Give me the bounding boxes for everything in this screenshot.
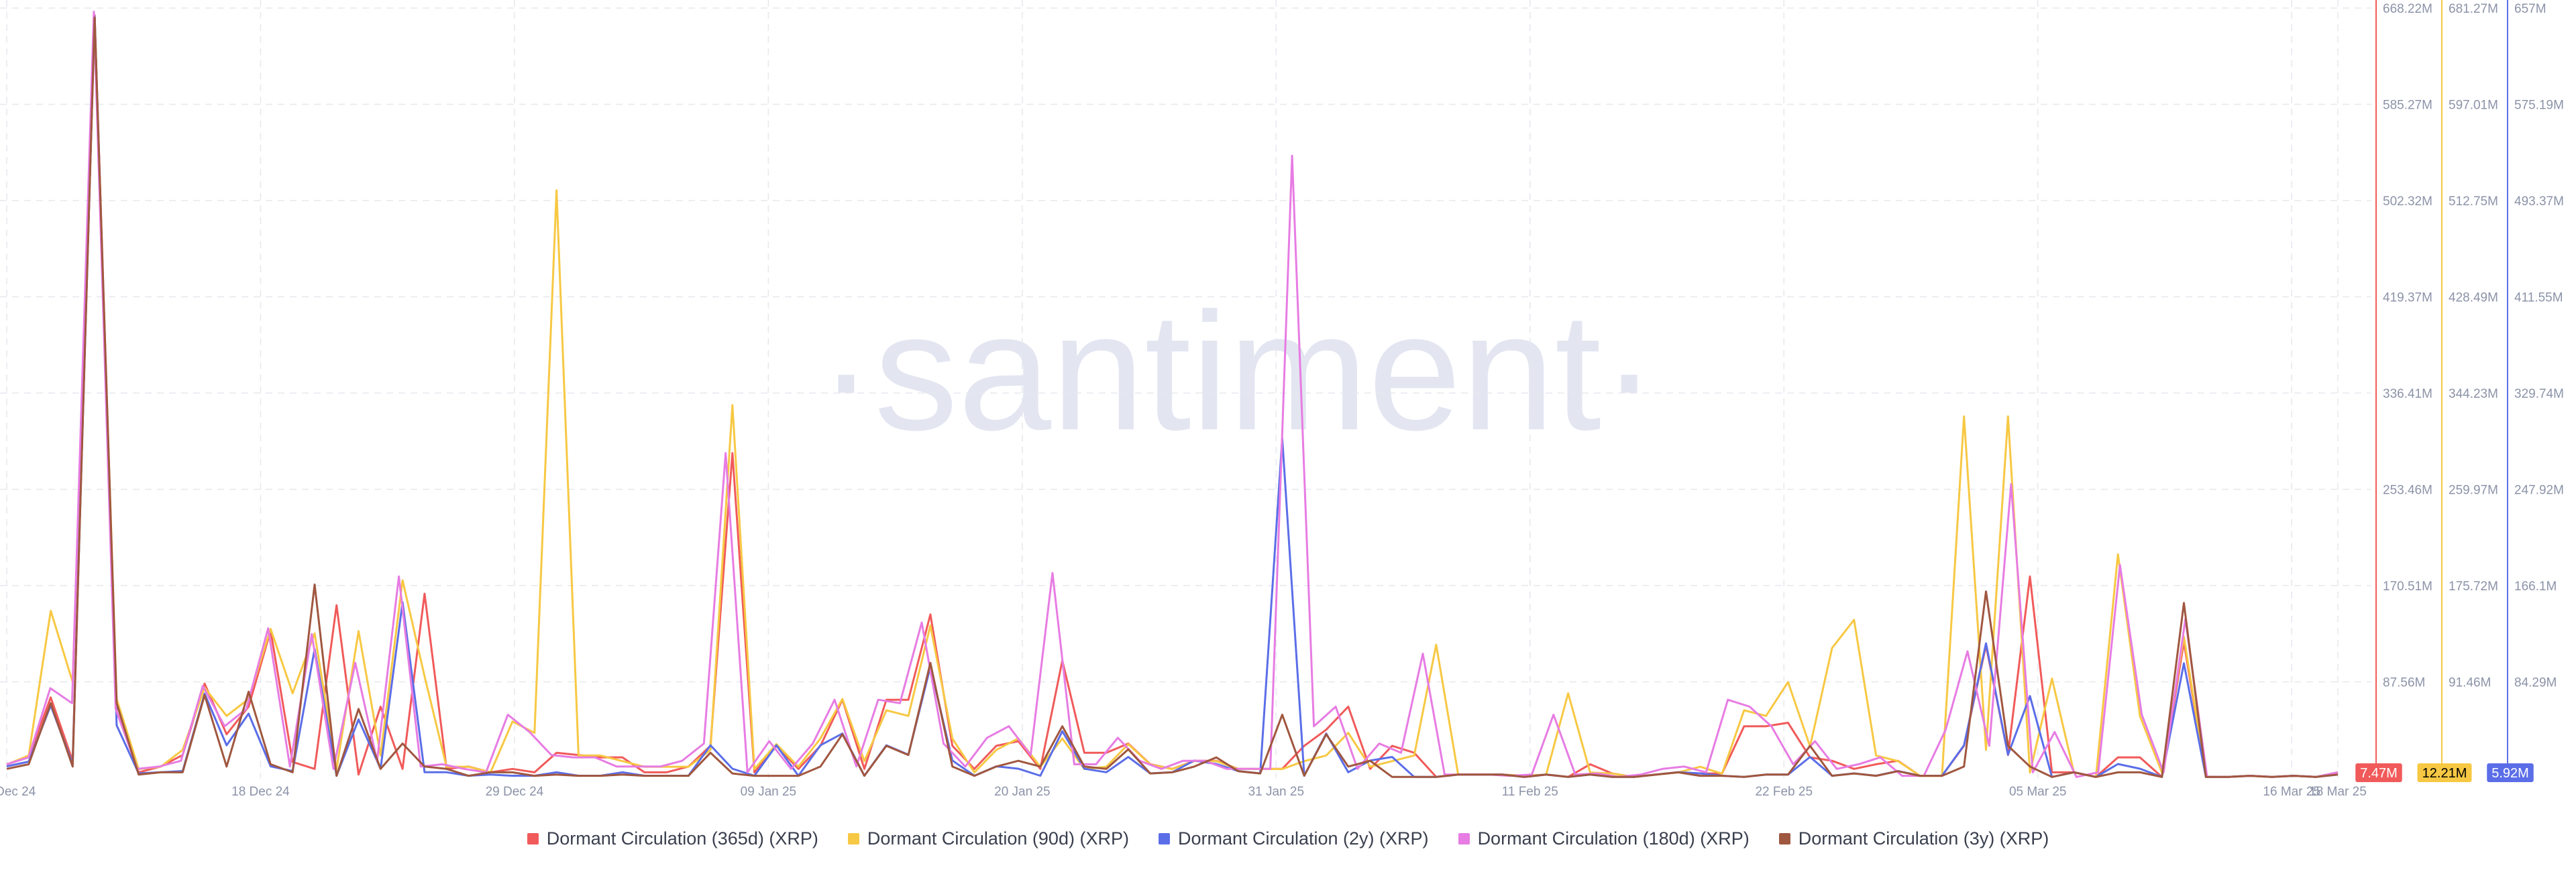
y-tick-label: 502.32M: [2383, 195, 2432, 209]
x-tick-label: 18 Mar 25: [2309, 785, 2367, 799]
legend-swatch: [1458, 832, 1470, 844]
legend-swatch: [527, 832, 539, 844]
last-value-label: 12.21M: [2422, 766, 2467, 781]
data-series[interactable]: [6, 11, 2339, 778]
x-tick-label: 22 Feb 25: [1755, 785, 1813, 799]
y-tick-label: 428.49M: [2449, 291, 2498, 305]
legend-label: Dormant Circulation (180d) (XRP): [1477, 828, 1750, 849]
legend-item[interactable]: Dormant Circulation (365d) (XRP): [527, 828, 818, 849]
chart-legend: Dormant Circulation (365d) (XRP) Dormant …: [0, 822, 2576, 855]
y-tick-label: 411.55M: [2514, 291, 2563, 305]
y-tick-label: 329.74M: [2514, 387, 2564, 401]
y-tick-label: 253.46M: [2383, 484, 2432, 498]
y-tick-label: 344.23M: [2449, 387, 2498, 401]
x-tick-label: 31 Jan 25: [1248, 785, 1304, 799]
y-tick-label: 668.22M: [2383, 2, 2432, 16]
last-value-badge: [2487, 763, 2534, 782]
legend-label: Dormant Circulation (90d) (XRP): [867, 828, 1129, 849]
x-tick-label: 07 Dec 24: [0, 785, 36, 799]
y-tick-label: 170.51M: [2383, 580, 2432, 594]
series-line[interactable]: [6, 25, 2339, 778]
x-tick-label: 18 Dec 24: [231, 785, 290, 799]
y-tick-label: 166.1M: [2514, 580, 2557, 594]
series-line[interactable]: [6, 16, 2339, 778]
x-tick-label: 09 Jan 25: [741, 785, 796, 799]
legend-item[interactable]: Dormant Circulation (3y) (XRP): [1778, 828, 2049, 849]
last-value-label: 7.47M: [2360, 766, 2398, 781]
legend-swatch: [1778, 832, 1790, 844]
x-tick-label: 16 Mar 25: [2263, 785, 2320, 799]
santiment-watermark: ·santiment·: [818, 278, 1657, 465]
y-tick-label: 84.29M: [2514, 676, 2557, 690]
y-tick-label: 575.19M: [2514, 99, 2564, 113]
y-tick-label: 493.37M: [2514, 195, 2564, 209]
y-tick-label: 175.72M: [2449, 580, 2498, 594]
legend-item[interactable]: Dormant Circulation (90d) (XRP): [847, 828, 1129, 849]
y-tick-label: 259.97M: [2449, 484, 2498, 498]
legend-label: Dormant Circulation (365d) (XRP): [546, 828, 818, 849]
y-tick-label: 247.92M: [2514, 484, 2564, 498]
y-tick-label: 419.37M: [2383, 291, 2432, 305]
last-value-badge: [2355, 763, 2402, 782]
last-value-badges: 7.47M 12.21M 5.92M: [2355, 763, 2534, 782]
x-tick-label: 20 Jan 25: [994, 785, 1050, 799]
y-tick-label: 681.27M: [2449, 2, 2498, 16]
x-tick-label: 05 Mar 25: [2009, 785, 2067, 799]
series-line[interactable]: [6, 11, 2339, 778]
legend-label: Dormant Circulation (3y) (XRP): [1798, 828, 2049, 849]
y-axes: 87.56M 170.51M 253.46M 336.41M 419.37M 502.32…: [2375, 0, 2564, 778]
y-tick-label: 597.01M: [2449, 99, 2498, 113]
y-tick-label: 657M: [2514, 2, 2546, 16]
y-tick-label: 585.27M: [2383, 99, 2432, 113]
grid-lines: [0, 0, 2371, 778]
y-tick-label: 91.46M: [2449, 676, 2491, 690]
x-tick-label: 29 Dec 24: [486, 785, 544, 799]
y-tick-label: 87.56M: [2383, 676, 2425, 690]
legend-item[interactable]: Dormant Circulation (180d) (XRP): [1458, 828, 1750, 849]
legend-label: Dormant Circulation (2y) (XRP): [1177, 828, 1429, 849]
legend-item[interactable]: Dormant Circulation (2y) (XRP): [1158, 828, 1429, 849]
legend-swatch: [847, 832, 859, 844]
y-tick-label: 336.41M: [2383, 387, 2432, 401]
last-value-badge: [2417, 763, 2472, 782]
x-axis-ticks: 07 Dec 24 18 Dec 24 29 Dec 24 09 Jan 25 20 J…: [0, 785, 2367, 799]
legend-swatch: [1158, 832, 1170, 844]
last-value-label: 5.92M: [2491, 766, 2529, 781]
x-tick-label: 11 Feb 25: [1502, 785, 1558, 799]
y-tick-label: 512.75M: [2449, 195, 2498, 209]
